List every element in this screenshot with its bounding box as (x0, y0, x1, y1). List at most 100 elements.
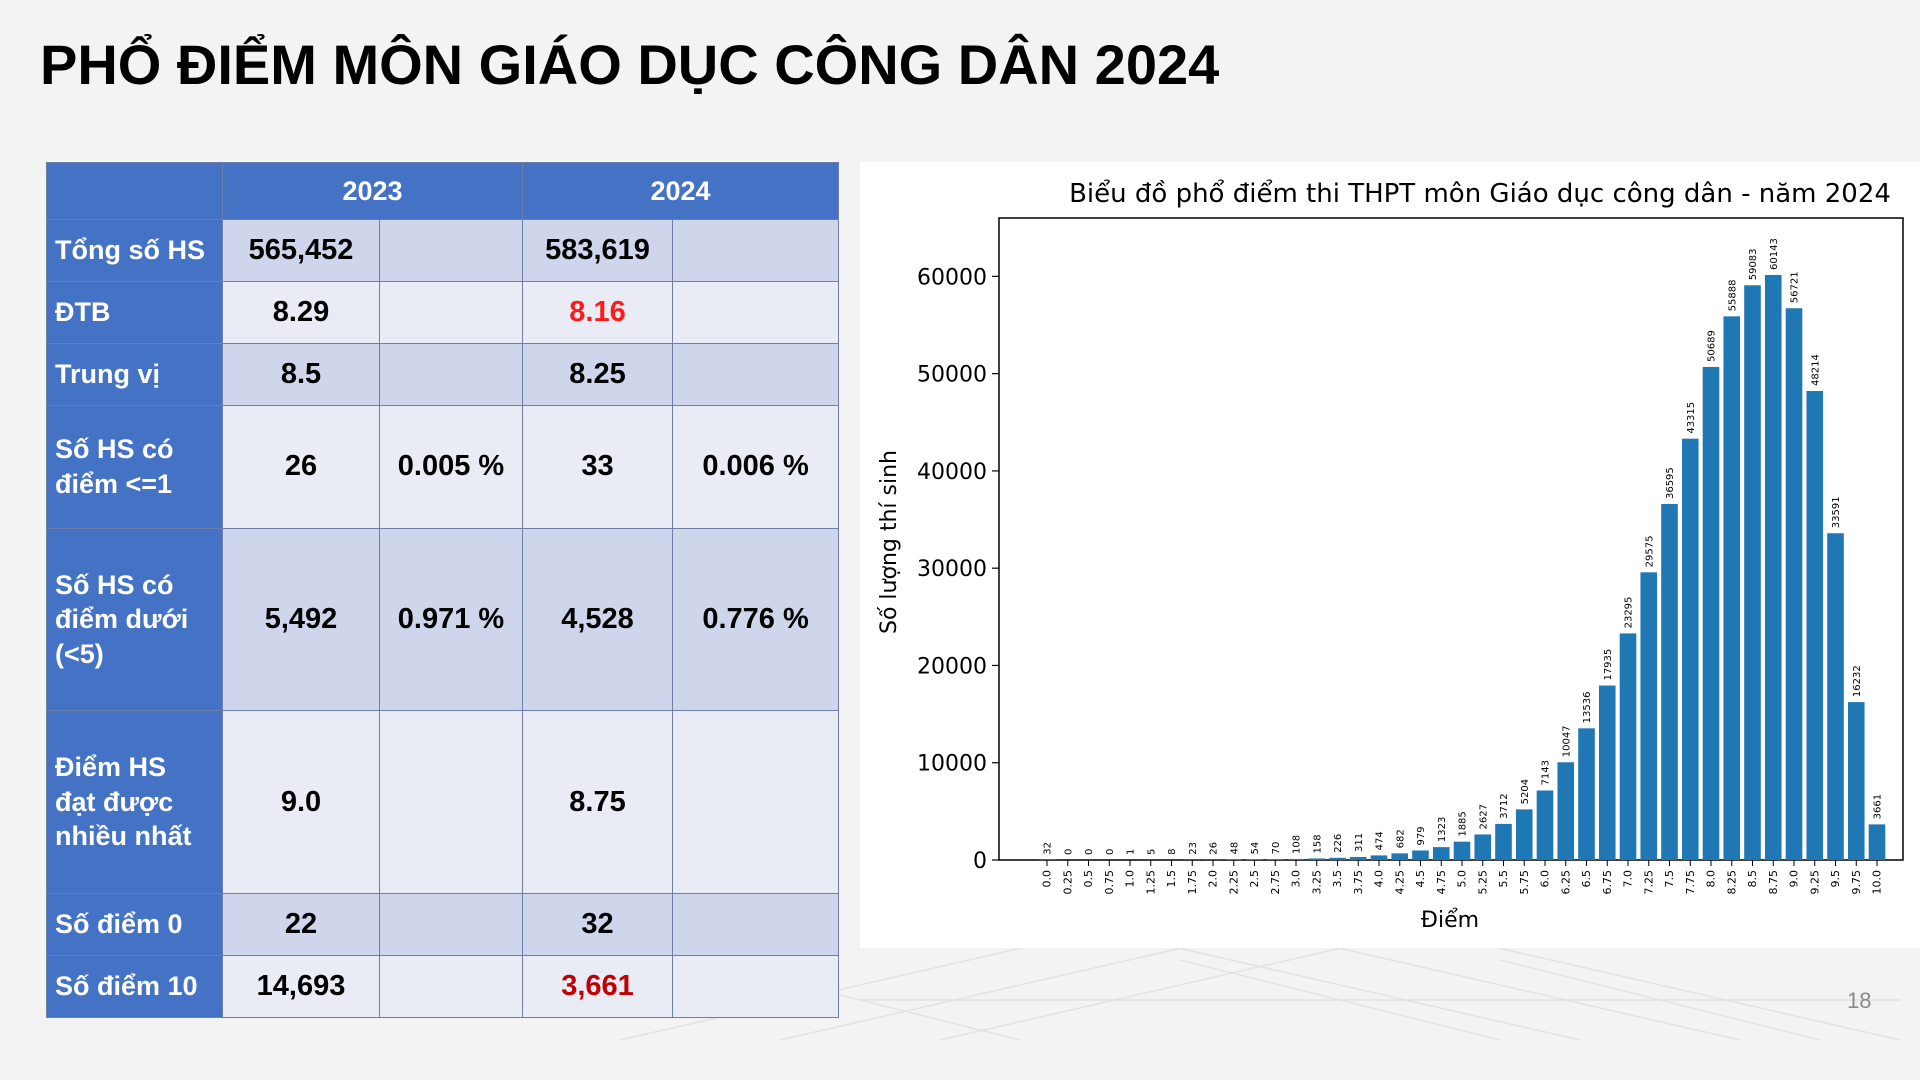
bar-value-label: 13536 (1582, 692, 1593, 724)
x-tick-label: 1.75 (1186, 870, 1199, 895)
percent-2023 (378, 281, 524, 345)
bar (1868, 824, 1886, 860)
x-tick-label: 2.75 (1269, 870, 1282, 895)
x-tick-label: 7.5 (1663, 870, 1676, 888)
bar-value-label: 50689 (1707, 330, 1718, 362)
x-tick-label: 3.75 (1352, 870, 1365, 895)
bar-value-label: 311 (1354, 833, 1365, 852)
x-tick-label: 0.75 (1103, 870, 1116, 895)
x-tick-label: 3.5 (1331, 870, 1344, 888)
bar (1702, 366, 1720, 860)
bar (1827, 533, 1844, 860)
bar-value-label: 16232 (1852, 665, 1863, 697)
table-header-row: 2023 2024 (46, 162, 840, 220)
x-tick-label: 7.25 (1642, 870, 1655, 895)
bar-value-label: 10047 (1561, 725, 1572, 757)
bar-value-label: 1885 (1458, 811, 1469, 836)
bar-value-label: 108 (1292, 835, 1303, 854)
bar-value-label: 474 (1375, 831, 1386, 850)
bar (1287, 858, 1305, 860)
x-tick-label: 1.25 (1144, 870, 1157, 895)
bar-value-label: 70 (1271, 842, 1282, 855)
x-tick-label: 5.5 (1497, 870, 1510, 888)
value-2023: 26 (222, 405, 380, 529)
row-label: Số HS có điểm <=1 (46, 405, 223, 529)
table-row-ten-scores: Số điểm 10 14,693 3,661 (46, 954, 840, 1019)
x-tick-label: 8.0 (1705, 870, 1718, 888)
bar-value-label: 60143 (1769, 238, 1780, 270)
bar (1598, 685, 1616, 860)
bar (1640, 572, 1658, 860)
x-tick-label: 5.75 (1518, 870, 1531, 895)
percent-2024 (672, 218, 840, 283)
row-label: Tổng số HS (46, 218, 223, 283)
x-tick-label: 4.25 (1393, 870, 1406, 895)
x-tick-label: 9.0 (1788, 870, 1801, 888)
value-2023: 5,492 (222, 527, 380, 712)
x-tick-label: 1.5 (1165, 870, 1178, 888)
percent-2023 (378, 710, 524, 894)
bar (1329, 857, 1346, 860)
bar-value-label: 54 (1250, 842, 1261, 855)
bar (1266, 859, 1284, 860)
bar (1515, 809, 1533, 860)
x-axis-label: Điểm (1421, 908, 1479, 933)
x-tick-label: 7.75 (1684, 870, 1697, 895)
bar-value-label: 23 (1188, 842, 1199, 855)
bar-value-label: 36595 (1665, 467, 1676, 499)
value-2023: 8.5 (222, 343, 380, 407)
bar-value-label: 979 (1416, 826, 1427, 845)
value-2023: 9.0 (222, 710, 380, 894)
bar-value-label: 0 (1084, 849, 1095, 855)
row-label: ĐTB (46, 281, 223, 345)
bar-value-label: 48214 (1810, 354, 1821, 386)
x-tick-label: 2.25 (1227, 870, 1240, 895)
header-year-2023: 2023 (221, 162, 524, 220)
x-tick-label: 5.25 (1476, 870, 1489, 895)
value-2024: 4,528 (522, 527, 674, 712)
bar-value-label: 43315 (1686, 402, 1697, 434)
x-tick-label: 6.0 (1539, 870, 1552, 888)
bar (1391, 853, 1409, 860)
slide-title: PHỔ ĐIỂM MÔN GIÁO DỤC CÔNG DÂN 2024 (40, 33, 1220, 96)
y-tick-label: 40000 (917, 460, 987, 485)
x-tick-label: 1.0 (1124, 870, 1137, 888)
x-tick-label: 8.75 (1767, 870, 1780, 895)
value-2024: 8.75 (522, 710, 674, 894)
value-2023: 8.29 (222, 281, 380, 345)
bar (1723, 316, 1741, 860)
bar (1847, 702, 1865, 860)
bar (1246, 859, 1263, 860)
chart-svg: Biểu đồ phổ điểm thi THPT môn Giáo dục c… (877, 178, 1904, 933)
table-row-total-students: Tổng số HS 565,452 583,619 (46, 218, 840, 283)
percent-2023 (378, 218, 524, 283)
bar (1308, 858, 1326, 860)
bar (1806, 391, 1824, 860)
bar-value-label: 33591 (1831, 496, 1842, 528)
value-2024: 3,661 (522, 954, 674, 1019)
x-tick-label: 4.5 (1414, 870, 1427, 888)
percent-2024: 0.776 % (672, 527, 840, 712)
bar (1349, 856, 1367, 860)
bar-value-label: 23295 (1624, 597, 1635, 629)
bar-value-label: 1 (1126, 849, 1137, 855)
bar-value-label: 226 (1333, 834, 1344, 853)
bar-value-label: 0 (1105, 849, 1116, 855)
bar-value-label: 2627 (1478, 804, 1489, 829)
plot-frame (998, 217, 1904, 861)
bar (1578, 728, 1595, 860)
bar (1785, 308, 1803, 860)
bar-value-label: 682 (1395, 829, 1406, 848)
bar-series (1038, 274, 1886, 860)
bar-value-label: 1323 (1437, 817, 1448, 842)
x-tick-label: 6.25 (1559, 870, 1572, 895)
value-2023: 14,693 (222, 954, 380, 1019)
bar-value-label: 5 (1146, 849, 1157, 855)
page-number: 18 (1847, 988, 1872, 1013)
percent-2023 (378, 892, 524, 956)
percent-2023 (378, 343, 524, 407)
x-tick-label: 7.0 (1622, 870, 1635, 888)
x-tick-label: 6.5 (1580, 870, 1593, 888)
bar (1744, 285, 1761, 860)
y-tick-label: 20000 (917, 654, 987, 679)
